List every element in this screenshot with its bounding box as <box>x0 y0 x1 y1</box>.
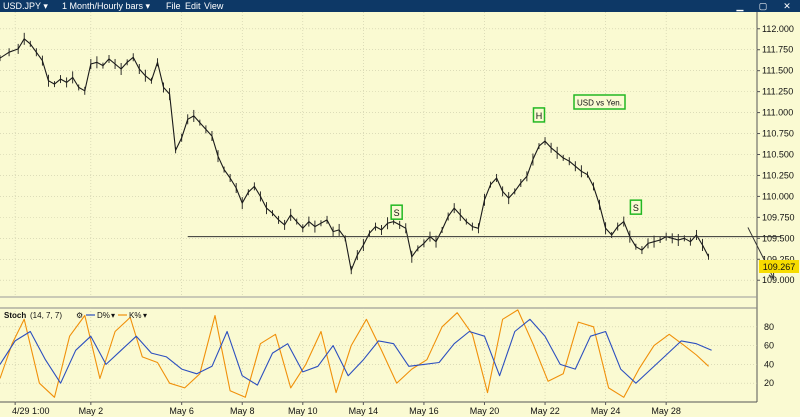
x-tick-label: May 10 <box>288 406 318 416</box>
legend-chevron-down-icon[interactable]: ▾ <box>111 311 115 320</box>
stoch-series-d <box>0 318 712 386</box>
price-tick-label: 110.750 <box>762 129 794 139</box>
menu-view[interactable]: View <box>204 1 224 11</box>
price-tick-label: 110.000 <box>762 191 794 201</box>
stoch-tick-label: 20 <box>764 378 774 388</box>
price-tick-label: 109.500 <box>762 233 795 243</box>
last-price-box <box>759 260 799 273</box>
chart-canvas: 112.000 111.750 111.500 111.250 111.000 110.7… <box>0 12 800 417</box>
symbol-dropdown[interactable]: USD.JPY ▾ <box>3 0 48 12</box>
chevron-down-icon: ▾ <box>40 1 48 11</box>
stoch-tick-label: 40 <box>764 359 774 369</box>
pattern-label-s: S <box>394 208 400 218</box>
x-tick-label: May 28 <box>651 406 681 416</box>
arrow-down-icon <box>768 272 775 280</box>
pattern-label-box <box>390 204 403 220</box>
title-bar: USD.JPY ▾ 1 Month/Hourly bars ▾ File Edi… <box>0 0 800 12</box>
minimize-icon[interactable]: ▁ <box>736 1 744 11</box>
pattern-label-box <box>532 107 546 123</box>
menu-edit[interactable]: Edit <box>185 1 201 11</box>
x-tick-label: May 16 <box>409 406 439 416</box>
stoch-params: (14, 7, 7) <box>30 311 62 320</box>
x-tick-label: May 24 <box>591 406 621 416</box>
price-tick-label: 110.500 <box>762 150 794 160</box>
menu-file[interactable]: File <box>166 1 181 11</box>
x-tick-label: 4/29 1:00 <box>12 406 50 416</box>
pattern-label-box <box>629 199 643 215</box>
last-price-text: 109.267 <box>763 262 796 272</box>
x-tick-label: May 20 <box>470 406 500 416</box>
stoch-tick-label: 80 <box>764 322 774 332</box>
x-axis: 4/29 1:00 May 2 May 6 May 8 May 10 May 14 May … <box>12 402 681 416</box>
stoch-title: Stoch <box>4 311 26 320</box>
stoch-grid: 80 60 40 20 <box>0 322 774 388</box>
pattern-label-h: H <box>536 111 543 121</box>
period-dropdown[interactable]: 1 Month/Hourly bars ▾ <box>62 0 150 12</box>
x-tick-label: May 6 <box>169 406 194 416</box>
legend-chevron-down-icon[interactable]: ▾ <box>143 311 147 320</box>
stoch-gear-icon[interactable]: ⚙ <box>76 311 83 320</box>
stoch-plot <box>0 309 712 398</box>
x-tick-label: May 14 <box>349 406 379 416</box>
price-tick-label: 109.000 <box>762 275 795 285</box>
price-tick-label: 111.750 <box>762 45 793 55</box>
pattern-annotations: S H S <box>187 107 782 280</box>
symbol-label: USD.JPY <box>3 1 41 11</box>
last-price-badge: 109.267 <box>759 260 799 273</box>
x-tick-label: May 22 <box>530 406 560 416</box>
price-tick-label: 111.250 <box>762 87 793 97</box>
stoch-tick-label: 60 <box>764 341 774 351</box>
legend-label-k: K% <box>129 311 141 320</box>
chevron-down-icon: ▾ <box>143 1 151 11</box>
stoch-series-k <box>0 309 709 398</box>
x-tick-label: May 8 <box>230 406 255 416</box>
period-label: 1 Month/Hourly bars <box>62 1 144 11</box>
price-tick-label: 111.500 <box>762 66 793 76</box>
usd-vs-yen-box <box>573 94 626 110</box>
price-grid: 112.000 111.750 111.500 111.250 111.000 110.7… <box>0 12 795 402</box>
price-tick-label: 109.750 <box>762 212 795 222</box>
price-tick-label: 110.250 <box>762 170 794 180</box>
maximize-icon[interactable]: ▢ <box>758 1 768 11</box>
pattern-label-s: S <box>633 203 639 213</box>
close-icon[interactable]: ✕ <box>783 1 791 11</box>
x-tick-label: May 2 <box>79 406 104 416</box>
legend-label-d: D% <box>97 311 110 320</box>
usd-vs-yen-text: USD vs Yen. <box>577 99 622 108</box>
price-plot <box>0 32 710 275</box>
price-tick-label: 112.000 <box>762 24 794 34</box>
usd-vs-yen-label: USD vs Yen. <box>573 94 626 110</box>
price-tick-label: 111.000 <box>762 108 793 118</box>
price-tick-label: 109.250 <box>762 254 795 264</box>
stoch-legend: Stoch (14, 7, 7) ⚙ D% ▾ K% ▾ <box>4 311 147 320</box>
